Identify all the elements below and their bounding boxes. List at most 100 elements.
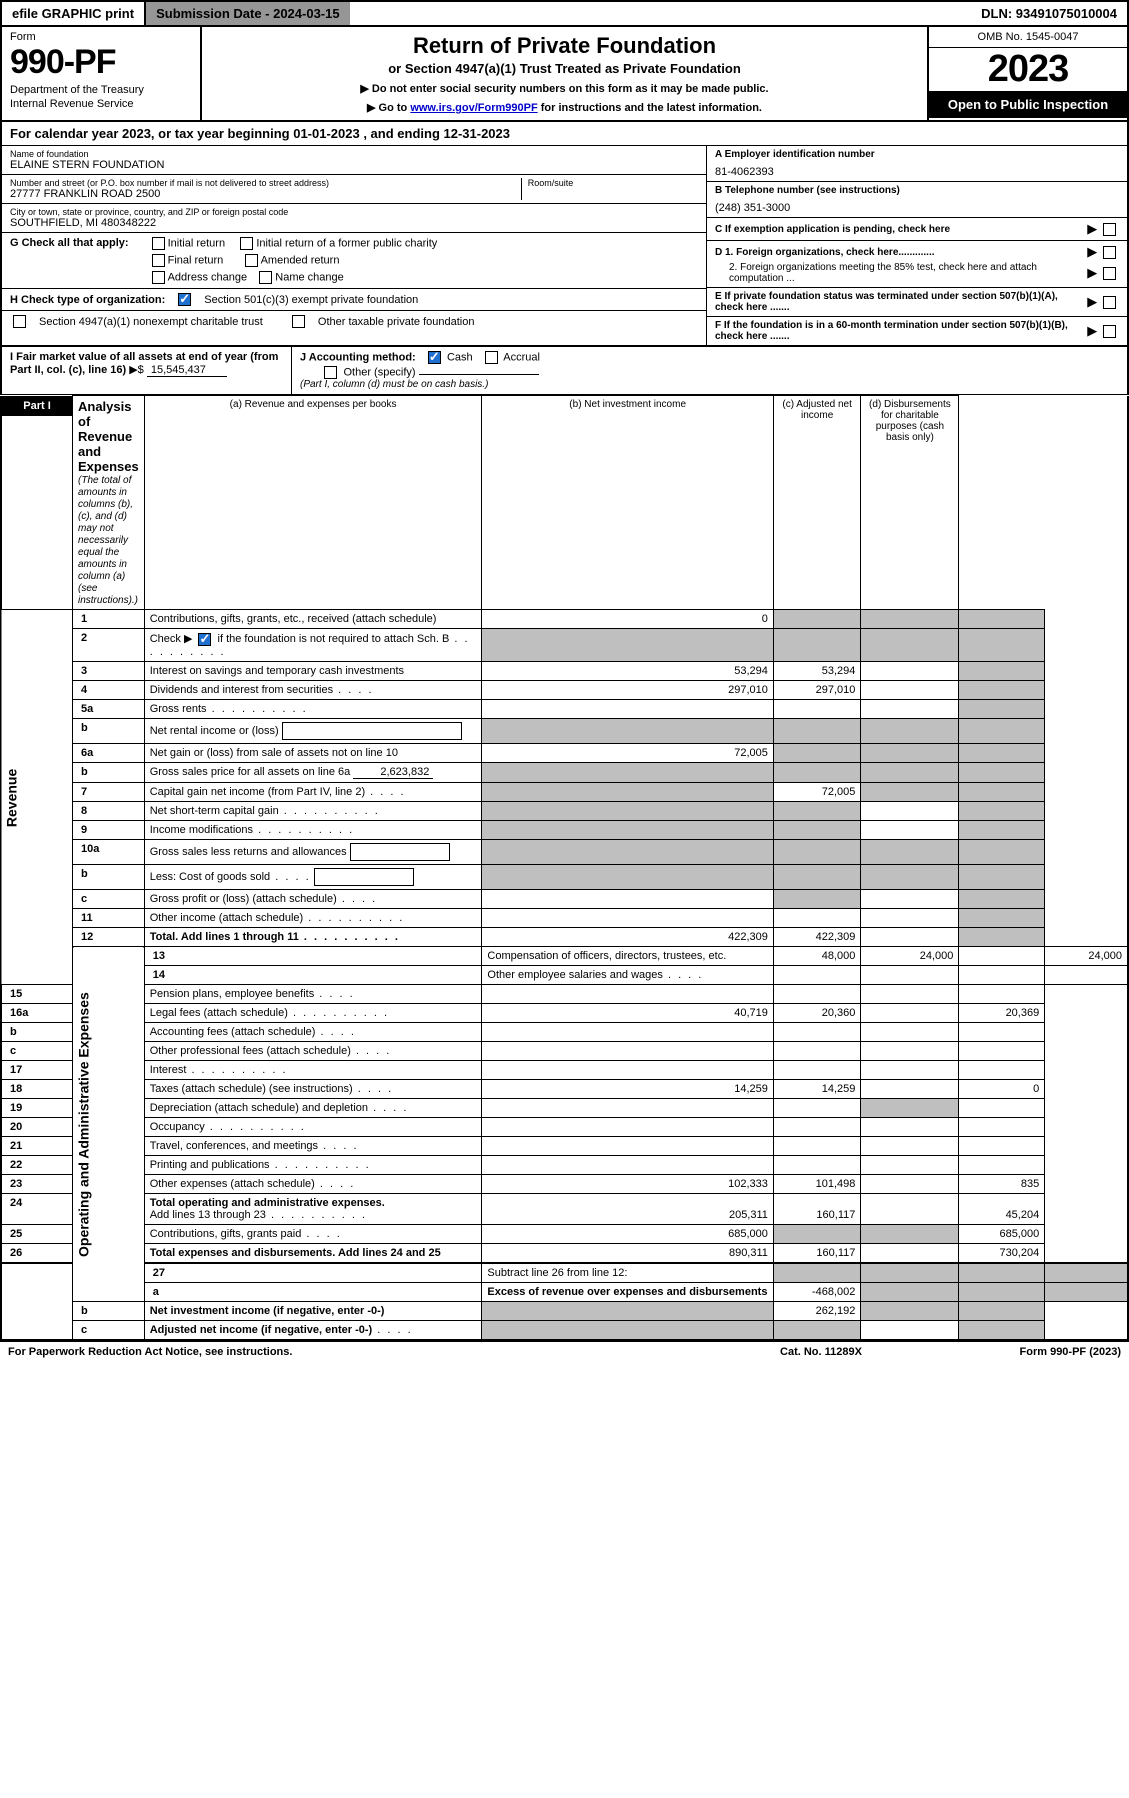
cb-name-change[interactable]: [259, 271, 272, 284]
c-label: C If exemption application is pending, c…: [715, 224, 950, 235]
cb-d2[interactable]: [1103, 267, 1116, 280]
line-24: Total operating and administrative expen…: [144, 1194, 482, 1225]
cb-d1[interactable]: [1103, 246, 1116, 259]
line-14: Other employee salaries and wages: [482, 966, 773, 985]
part1-title: Analysis of Revenue and Expenses: [78, 399, 139, 474]
cb-other-method[interactable]: [324, 366, 337, 379]
l3-b: 53,294: [773, 661, 860, 680]
cb-exemption-pending[interactable]: [1103, 223, 1116, 236]
ein-value: 81-4062393: [715, 166, 1119, 178]
line-10b: Less: Cost of goods sold: [144, 864, 482, 889]
i-value: 15,545,437: [147, 364, 227, 377]
h-label: H Check type of organization:: [10, 294, 165, 306]
footer-catalog: Cat. No. 11289X: [721, 1346, 921, 1358]
e-label: E If private foundation status was termi…: [715, 291, 1058, 313]
room-label: Room/suite: [528, 178, 698, 188]
line-16b: Accounting fees (attach schedule): [144, 1023, 482, 1042]
line-19: Depreciation (attach schedule) and deple…: [144, 1099, 482, 1118]
cb-amended[interactable]: [245, 254, 258, 267]
foundation-name: ELAINE STERN FOUNDATION: [10, 159, 698, 171]
submission-date: Submission Date - 2024-03-15: [146, 2, 350, 25]
phone-value: (248) 351-3000: [715, 202, 1119, 214]
line-17: Interest: [144, 1061, 482, 1080]
line-21: Travel, conferences, and meetings: [144, 1137, 482, 1156]
line-22: Printing and publications: [144, 1156, 482, 1175]
efile-print-button[interactable]: efile GRAPHIC print: [2, 2, 146, 25]
cb-cash[interactable]: [428, 351, 441, 364]
top-bar: efile GRAPHIC print Submission Date - 20…: [0, 0, 1129, 27]
line-5b: Net rental income or (loss): [144, 718, 482, 743]
l12-b: 422,309: [773, 927, 860, 947]
part1-label: Part I: [2, 396, 72, 416]
j-note: (Part I, column (d) must be on cash basi…: [300, 379, 1119, 390]
l25-a: 685,000: [482, 1225, 773, 1244]
line-18: Taxes (attach schedule) (see instruction…: [144, 1080, 482, 1099]
l4-a: 297,010: [482, 680, 773, 699]
info-section: Name of foundation ELAINE STERN FOUNDATI…: [0, 146, 1129, 347]
col-c-header: (c) Adjusted net income: [773, 396, 860, 610]
l25-d: 685,000: [959, 1225, 1045, 1244]
line-26: Total expenses and disbursements. Add li…: [144, 1244, 482, 1264]
dept-treasury: Department of the Treasury: [10, 84, 192, 96]
cb-e[interactable]: [1103, 296, 1116, 309]
l24-a: 205,311: [482, 1194, 773, 1225]
line-7: Capital gain net income (from Part IV, l…: [144, 782, 482, 801]
i-label: I Fair market value of all assets at end…: [10, 351, 278, 376]
line-16c: Other professional fees (attach schedule…: [144, 1042, 482, 1061]
street-address: 27777 FRANKLIN ROAD 2500: [10, 188, 521, 200]
l26-b: 160,117: [773, 1244, 860, 1264]
line-10a: Gross sales less returns and allowances: [144, 839, 482, 864]
l6b-val: 2,623,832: [353, 766, 433, 779]
form-number: 990-PF: [10, 43, 192, 82]
l13-b: 24,000: [861, 947, 959, 966]
l6a-a: 72,005: [482, 743, 773, 762]
l4-b: 297,010: [773, 680, 860, 699]
j-label: J Accounting method:: [300, 351, 416, 363]
ein-label: A Employer identification number: [715, 149, 875, 160]
line-1: Contributions, gifts, grants, etc., rece…: [144, 610, 482, 629]
line-5a: Gross rents: [144, 699, 482, 718]
line-6a: Net gain or (loss) from sale of assets n…: [144, 743, 482, 762]
cb-4947[interactable]: [13, 315, 26, 328]
footer-form: Form 990-PF (2023): [921, 1346, 1121, 1358]
cb-initial-return[interactable]: [152, 237, 165, 250]
line-16a: Legal fees (attach schedule): [144, 1004, 482, 1023]
cb-f[interactable]: [1103, 325, 1116, 338]
l13-a: 48,000: [773, 947, 860, 966]
l24-d: 45,204: [959, 1194, 1045, 1225]
line-27c: Adjusted net income (if negative, enter …: [144, 1321, 482, 1341]
f-label: F If the foundation is in a 60-month ter…: [715, 320, 1068, 342]
col-b-header: (b) Net investment income: [482, 396, 773, 610]
d1-label: D 1. Foreign organizations, check here..…: [715, 247, 935, 258]
l23-d: 835: [959, 1175, 1045, 1194]
line-8: Net short-term capital gain: [144, 801, 482, 820]
line-13: Compensation of officers, directors, tru…: [482, 947, 773, 966]
cb-initial-former[interactable]: [240, 237, 253, 250]
omb-number: OMB No. 1545-0047: [929, 27, 1127, 48]
open-public-badge: Open to Public Inspection: [929, 91, 1127, 118]
l23-b: 101,498: [773, 1175, 860, 1194]
d2-label: 2. Foreign organizations meeting the 85%…: [715, 262, 1087, 284]
l16a-d: 20,369: [959, 1004, 1045, 1023]
cb-501c3[interactable]: [178, 293, 191, 306]
cb-address-change[interactable]: [152, 271, 165, 284]
form-note-ssn: ▶ Do not enter social security numbers o…: [222, 82, 907, 95]
line-12: Total. Add lines 1 through 11: [144, 927, 482, 947]
form-label: Form: [10, 31, 192, 43]
l13-d: 24,000: [1045, 947, 1128, 966]
tax-year: 2023: [929, 48, 1127, 91]
expenses-side-label: Operating and Administrative Expenses: [73, 947, 145, 1302]
part1-table: Part I Analysis of Revenue and Expenses …: [0, 395, 1129, 1341]
l27b-b: 262,192: [773, 1302, 860, 1321]
cb-final-return[interactable]: [152, 254, 165, 267]
l12-a: 422,309: [482, 927, 773, 947]
l23-a: 102,333: [482, 1175, 773, 1194]
part1-title-note: (The total of amounts in columns (b), (c…: [78, 475, 138, 606]
irs-link[interactable]: www.irs.gov/Form990PF: [410, 102, 537, 114]
cb-accrual[interactable]: [485, 351, 498, 364]
l16a-b: 20,360: [773, 1004, 860, 1023]
cb-sch-b[interactable]: [198, 633, 211, 646]
line-10c: Gross profit or (loss) (attach schedule): [144, 889, 482, 908]
cb-other-taxable[interactable]: [292, 315, 305, 328]
section-h: H Check type of organization: Section 50…: [2, 289, 706, 311]
